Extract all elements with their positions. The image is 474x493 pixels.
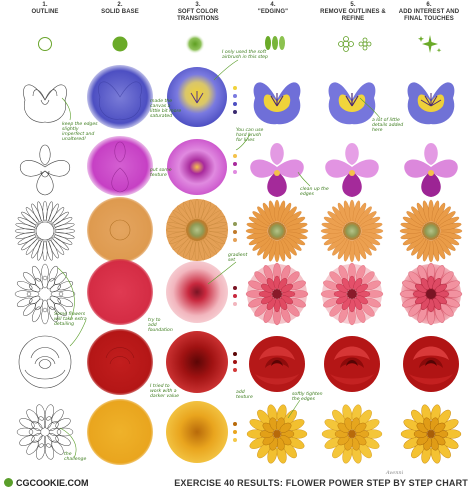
- note-orchid-brush: You can use hard brush for lines: [236, 128, 264, 143]
- note-marigold-texture: add texture: [236, 390, 253, 400]
- orchid-final: [404, 143, 458, 197]
- header-solid-base: 2. SOLID BASE: [85, 2, 155, 16]
- rose-soft-color: [166, 331, 228, 393]
- dahlia-outline: [14, 263, 76, 325]
- orchid-edging: [250, 143, 304, 197]
- dahlia-solid-base: [87, 259, 153, 325]
- pansy-solid-base: [87, 65, 153, 129]
- gerbera-refine: [320, 199, 384, 263]
- note-marigold-challenge: the challenge: [64, 452, 87, 462]
- brand-logo: CGCOOKIE.COM: [4, 478, 89, 488]
- orchid-outline: [19, 144, 71, 196]
- note-pansy-details: a lot of little details added here: [372, 118, 404, 133]
- note-orchid-texture: put some texture: [150, 168, 172, 178]
- gerbera-outline: [14, 200, 76, 262]
- header-text: SOLID BASE: [101, 9, 139, 15]
- header-edging: 4. "EDGING": [238, 2, 308, 16]
- marigold-outline: [16, 404, 74, 460]
- header-text: ADD INTEREST AND FINAL TOUCHES: [398, 9, 460, 22]
- pansy-soft-color: [167, 67, 227, 127]
- header-final-touches: 6. ADD INTEREST AND FINAL TOUCHES: [394, 2, 464, 23]
- orchid-solid-base: [87, 136, 153, 196]
- pansy-outline: [23, 84, 67, 123]
- marigold-final: [400, 404, 462, 464]
- rose-outline: [18, 335, 72, 389]
- note-dahlia-gradient: gradient set: [228, 253, 248, 263]
- marigold-swatches: [233, 422, 237, 442]
- orchid-refine: [325, 143, 379, 197]
- header-num: 1.: [42, 2, 48, 8]
- dahlia-swatches: [233, 286, 237, 306]
- rose-swatches: [233, 352, 237, 372]
- header-text: SOFT COLOR TRANSITIONS: [177, 9, 219, 22]
- gerbera-soft-color: [165, 198, 229, 262]
- sparkle-icon: [418, 35, 442, 53]
- header-num: 4.: [270, 2, 276, 8]
- note-rose-edges: softly tighten the edges: [292, 392, 323, 402]
- marigold-soft-color: [166, 401, 228, 463]
- header-outline: 1. OUTLINE: [10, 2, 80, 16]
- pansy-refine: [328, 82, 376, 125]
- header-num: 5.: [350, 2, 356, 8]
- header-num: 3.: [195, 2, 201, 8]
- leaf-edging-icon: [265, 36, 285, 50]
- header-num: 6.: [426, 2, 432, 8]
- artist-signature: Avenni: [386, 470, 404, 476]
- note-pansy-airbrush: I only used the soft airbrush in this st…: [222, 50, 268, 60]
- gerbera-final: [399, 199, 463, 263]
- orchid-swatches: [233, 154, 237, 174]
- rose-final: [403, 336, 459, 392]
- note-gerbera-edges: clean up the edges: [300, 187, 329, 197]
- gerbera-swatches: [233, 222, 237, 242]
- header-num: 2.: [117, 2, 123, 8]
- cgcookie-logo-icon: [4, 478, 13, 487]
- dahlia-edging: [245, 262, 309, 326]
- dahlia-soft-color: [166, 261, 228, 323]
- pansy-edging: [253, 82, 301, 125]
- marigold-edging: [246, 404, 308, 464]
- gerbera-edging: [245, 199, 309, 263]
- note-rose-darker: I tried to work with a darker value: [150, 384, 180, 399]
- soft-circle-icon: [185, 34, 205, 54]
- pansy-final: [407, 82, 455, 125]
- chart-title: EXERCISE 40 RESULTS: FLOWER POWER STEP B…: [174, 478, 468, 488]
- dahlia-refine: [320, 262, 384, 326]
- header-soft-color: 3. SOFT COLOR TRANSITIONS: [163, 2, 233, 23]
- note-pansy-edges: keep the edges slightly imperfect and un…: [62, 122, 98, 142]
- header-text: OUTLINE: [31, 9, 59, 15]
- note-dahlia-foundation: try to add foundation: [148, 318, 173, 333]
- marigold-solid-base: [87, 399, 153, 465]
- rose-refine: [324, 336, 380, 392]
- pansy-swatches: [233, 86, 237, 114]
- outline-circle-icon: [38, 37, 52, 51]
- gerbera-solid-base: [87, 197, 153, 263]
- marigold-refine: [321, 404, 383, 464]
- brand-text: CGCOOKIE.COM: [16, 478, 89, 488]
- rose-solid-base: [87, 329, 153, 395]
- header-refine: 5. REMOVE OUTLINES & REFINE: [318, 2, 388, 23]
- header-text: REMOVE OUTLINES & REFINE: [320, 9, 386, 22]
- note-pansy-saturated: made the canvas a little bit more satura…: [150, 99, 182, 119]
- header-text: "EDGING": [257, 9, 289, 15]
- annotation-arrows: [57, 59, 381, 459]
- rose-edging: [249, 336, 305, 392]
- flower-refine-icon: [338, 36, 372, 52]
- orchid-soft-color: [167, 139, 227, 195]
- dahlia-final: [399, 262, 463, 326]
- solid-circle-icon: [112, 36, 128, 52]
